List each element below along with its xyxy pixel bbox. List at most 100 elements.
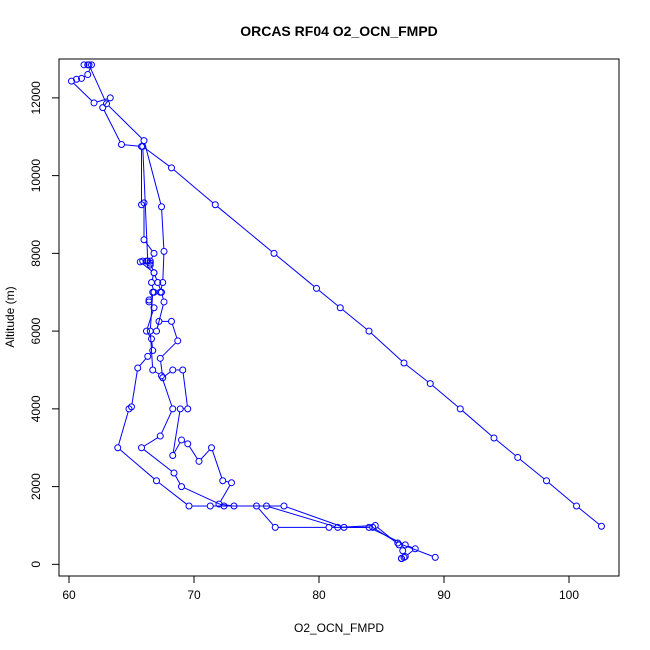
data-point xyxy=(184,440,192,448)
data-point xyxy=(215,500,223,508)
data-point xyxy=(174,337,182,345)
data-point xyxy=(230,502,238,510)
series-line-segment xyxy=(96,98,108,103)
data-point xyxy=(431,553,439,561)
data-point xyxy=(394,539,402,547)
data-point xyxy=(149,288,157,296)
series-line-segment xyxy=(578,507,600,525)
data-point xyxy=(169,451,177,459)
series-group xyxy=(139,142,605,561)
data-point xyxy=(325,523,333,531)
data-point xyxy=(134,364,142,372)
data-point xyxy=(184,405,192,413)
data-point xyxy=(90,99,98,107)
data-point xyxy=(88,61,95,69)
series-line-segment xyxy=(164,371,171,377)
series-line-segment xyxy=(144,147,170,167)
data-point xyxy=(426,380,434,388)
data-point xyxy=(149,366,157,374)
data-point xyxy=(211,201,219,209)
data-point xyxy=(208,444,215,452)
data-point xyxy=(144,352,152,360)
data-point xyxy=(490,434,498,442)
data-point xyxy=(179,366,187,374)
data-point xyxy=(156,432,164,440)
series-line-segment xyxy=(124,144,139,147)
data-point xyxy=(270,249,278,257)
x-axis-label: O2_OCN_FMPD xyxy=(294,621,384,635)
data-point xyxy=(159,279,167,287)
data-point xyxy=(185,502,193,510)
data-point xyxy=(169,366,177,374)
y-tick-label: 0 xyxy=(29,561,43,568)
y-axis-label: Altitude (m) xyxy=(3,286,17,347)
series-line-segment xyxy=(149,295,154,329)
series-line-segment xyxy=(160,285,163,290)
series-line-segment xyxy=(175,475,181,485)
series-line-segment xyxy=(142,263,152,272)
series-line-segment xyxy=(158,285,161,290)
data-point xyxy=(118,141,125,149)
data-point xyxy=(140,137,148,145)
data-point xyxy=(365,327,373,335)
data-point xyxy=(178,436,185,444)
series-line-segment xyxy=(161,411,172,434)
series-line-segment xyxy=(200,449,210,460)
data-point xyxy=(78,74,85,82)
data-point xyxy=(399,547,407,555)
data-point xyxy=(219,477,227,485)
chart-title: ORCAS RF04 O2_OCN_FMPD xyxy=(240,23,438,39)
series-line-segment xyxy=(375,528,396,542)
series-line-segment xyxy=(370,332,403,362)
series-line-segment xyxy=(220,485,231,502)
series-line-segment xyxy=(519,458,545,480)
data-point xyxy=(340,523,348,531)
data-point xyxy=(160,247,168,255)
data-point xyxy=(598,522,605,530)
series-line-segment xyxy=(150,265,154,271)
data-point xyxy=(206,502,214,510)
series-line-segment xyxy=(162,254,165,280)
series-line-segment xyxy=(151,341,153,348)
data-point xyxy=(149,347,157,355)
y-tick-label: 6000 xyxy=(29,317,43,344)
x-tick-label: 100 xyxy=(559,588,579,602)
data-point xyxy=(143,327,150,335)
data-point xyxy=(168,164,175,172)
data-point xyxy=(139,142,147,150)
data-point xyxy=(271,523,279,531)
series-line-segment xyxy=(275,254,315,287)
series-line-segment xyxy=(139,358,147,367)
series-line-segment xyxy=(151,275,154,280)
data-point xyxy=(156,354,164,362)
data-point xyxy=(114,444,122,452)
series-line-segment xyxy=(103,110,121,143)
y-axis: 0 2000 4000 6000 8000 10000 12000 xyxy=(29,81,59,568)
data-point xyxy=(543,477,550,485)
series-line-segment xyxy=(269,506,336,528)
x-tick-label: 70 xyxy=(187,588,201,602)
data-point xyxy=(146,257,154,265)
series-line-segment xyxy=(161,209,165,249)
data-point xyxy=(80,61,88,69)
data-point xyxy=(146,327,154,335)
data-point xyxy=(106,94,114,102)
series-line-segment xyxy=(146,310,154,329)
data-point xyxy=(178,483,185,491)
series-line-segment xyxy=(143,437,158,447)
data-point xyxy=(150,269,158,277)
y-tick-label: 2000 xyxy=(29,473,43,500)
data-point xyxy=(160,298,168,306)
x-tick-label: 90 xyxy=(437,588,451,602)
data-point xyxy=(136,258,144,266)
data-point xyxy=(169,405,177,413)
series-line-segment xyxy=(211,450,223,479)
series-line-segment xyxy=(118,411,129,445)
series-line-segment xyxy=(151,285,154,290)
series-line-segment xyxy=(131,370,138,405)
series-line-segment xyxy=(286,506,342,527)
series-line-segment xyxy=(142,149,149,259)
data-point xyxy=(154,279,162,287)
data-series-layer xyxy=(68,61,605,563)
series-group xyxy=(85,61,419,563)
